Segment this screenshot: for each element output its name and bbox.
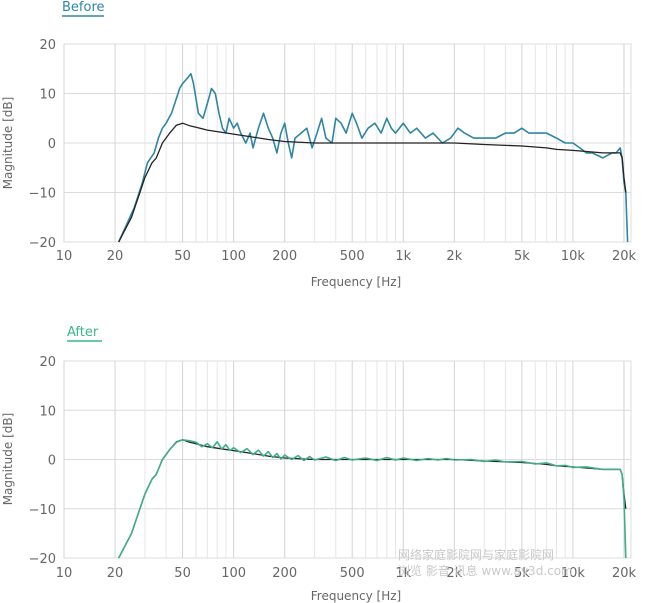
after-series (117, 439, 627, 559)
x-tick-label: 5k (514, 249, 530, 264)
x-tick-label: 10k (561, 249, 586, 264)
watermark-line-1: 网络家庭影院网与家庭影院网 (398, 547, 554, 562)
x-tick-label: 50 (174, 249, 191, 264)
y-tick-label: −10 (29, 503, 56, 518)
x-tick-label: 1k (395, 566, 411, 581)
x-tick-label: 20k (612, 566, 637, 581)
before-title: Before (62, 0, 105, 15)
after-y-axis-label: Magnitude [dB] (1, 413, 15, 506)
x-tick-label: 200 (272, 249, 297, 264)
after-series-line-0 (118, 439, 627, 559)
x-tick-label: 100 (221, 566, 246, 581)
after-title: After (67, 325, 99, 340)
y-tick-label: 10 (39, 404, 56, 419)
x-tick-label: 5k (514, 566, 530, 581)
x-tick-label: 20 (107, 249, 124, 264)
before-series-line-1 (118, 122, 627, 243)
after-grid (63, 360, 631, 559)
watermark-line-2: 浏览 影音 讯息 www.av3d.com (398, 563, 573, 578)
x-tick-label: 500 (340, 566, 365, 581)
before-y-axis-label: Magnitude [dB] (1, 97, 15, 190)
y-tick-label: 0 (48, 137, 56, 152)
y-tick-label: −10 (29, 187, 56, 202)
x-tick-label: 20 (107, 566, 124, 581)
x-tick-label: 10k (561, 566, 586, 581)
x-tick-label: 10 (56, 249, 73, 264)
y-tick-label: 0 (48, 454, 56, 469)
x-tick-label: 100 (221, 249, 246, 264)
before-x-ticks: 10 20 50 100 200 500 1k 2k 5k 10k 20k (56, 249, 637, 264)
x-tick-label: 2k (446, 566, 462, 581)
after-y-ticks: 20 10 0 −10 −20 (29, 355, 56, 567)
before-series-line-0 (117, 72, 629, 243)
before-y-ticks: 20 10 0 −10 −20 (29, 38, 56, 251)
before-x-axis-label: Frequency [Hz] (311, 275, 402, 289)
y-tick-label: −20 (29, 552, 56, 567)
after-x-ticks: 10 20 50 100 200 500 1k 2k 5k 10k 20k (56, 566, 637, 581)
after-series-line-1 (117, 439, 627, 559)
after-x-axis-label: Frequency [Hz] (311, 589, 402, 603)
x-tick-label: 50 (174, 566, 191, 581)
before-series (117, 72, 629, 243)
x-tick-label: 10 (56, 566, 73, 581)
x-tick-label: 2k (446, 249, 462, 264)
y-tick-label: −20 (29, 236, 56, 251)
x-tick-label: 20k (612, 249, 637, 264)
x-tick-label: 500 (340, 249, 365, 264)
x-tick-label: 1k (395, 249, 411, 264)
x-tick-label: 200 (272, 566, 297, 581)
y-tick-label: 10 (39, 88, 56, 103)
y-tick-label: 20 (39, 355, 56, 370)
y-tick-label: 20 (39, 38, 56, 53)
